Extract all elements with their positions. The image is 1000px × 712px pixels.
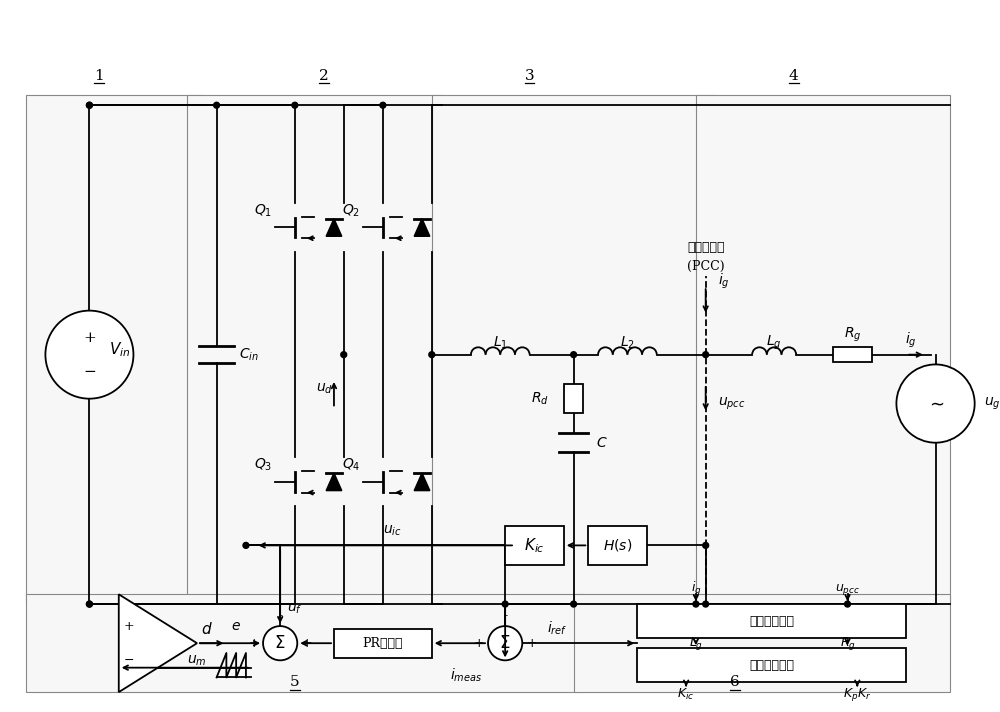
Polygon shape <box>326 219 342 236</box>
Text: 6: 6 <box>730 676 740 689</box>
Text: $L_g$: $L_g$ <box>766 333 782 352</box>
Text: $C$: $C$ <box>596 436 607 450</box>
Text: +: + <box>473 637 484 650</box>
Bar <box>26 595 583 692</box>
Circle shape <box>703 601 709 607</box>
Bar <box>588 526 647 565</box>
Text: $u_f$: $u_f$ <box>287 602 303 616</box>
Circle shape <box>86 103 92 108</box>
Bar <box>696 95 950 604</box>
Text: -: - <box>278 609 282 622</box>
Text: +: + <box>249 637 259 650</box>
Text: $u_g$: $u_g$ <box>984 395 1000 412</box>
Circle shape <box>243 543 249 548</box>
Bar <box>574 595 950 692</box>
Text: $R_g$: $R_g$ <box>840 634 855 651</box>
Circle shape <box>380 103 386 108</box>
Text: 1: 1 <box>94 69 104 83</box>
Text: 2: 2 <box>319 69 329 83</box>
Text: +: + <box>123 619 134 632</box>
Text: $K_{ic}$: $K_{ic}$ <box>524 536 545 555</box>
Text: 3: 3 <box>525 69 534 83</box>
Bar <box>334 629 432 658</box>
Text: $u_{ic}$: $u_{ic}$ <box>383 523 402 538</box>
Circle shape <box>292 103 298 108</box>
Text: $\sim$: $\sim$ <box>926 394 945 412</box>
Circle shape <box>86 601 92 607</box>
Circle shape <box>86 601 92 607</box>
Circle shape <box>703 543 709 548</box>
Text: $u_m$: $u_m$ <box>187 653 207 668</box>
Text: $i_g$: $i_g$ <box>718 272 730 291</box>
Bar <box>432 95 715 604</box>
Text: −: − <box>123 654 134 667</box>
Text: $H(s)$: $H(s)$ <box>603 538 632 553</box>
Text: $u_d$: $u_d$ <box>316 382 333 396</box>
Text: +: + <box>83 330 96 345</box>
Bar <box>564 384 583 414</box>
Circle shape <box>703 352 709 357</box>
Bar <box>26 95 202 604</box>
Text: $Q_4$: $Q_4$ <box>342 456 360 473</box>
Polygon shape <box>414 473 430 491</box>
Text: −: − <box>83 365 96 379</box>
Circle shape <box>429 352 435 357</box>
Text: $Q_1$: $Q_1$ <box>254 202 272 219</box>
Circle shape <box>896 365 975 443</box>
Text: $K_{ic}$: $K_{ic}$ <box>677 687 695 702</box>
Text: 4: 4 <box>789 69 799 83</box>
Bar <box>637 604 906 639</box>
Text: $L_2$: $L_2$ <box>620 334 635 350</box>
Circle shape <box>263 626 297 660</box>
Circle shape <box>214 103 220 108</box>
Circle shape <box>845 601 850 607</box>
Text: $V_{in}$: $V_{in}$ <box>109 340 130 359</box>
Text: $L_1$: $L_1$ <box>493 334 508 350</box>
Text: 公共接入点: 公共接入点 <box>687 241 724 253</box>
Text: 电网阻抗计算: 电网阻抗计算 <box>749 614 794 628</box>
Circle shape <box>86 103 92 108</box>
Text: +: + <box>526 637 537 650</box>
Text: $u_{pcc}$: $u_{pcc}$ <box>718 395 745 412</box>
Text: $d$: $d$ <box>201 621 213 637</box>
Text: $\Sigma$: $\Sigma$ <box>499 634 511 651</box>
Text: $\Sigma$: $\Sigma$ <box>274 634 286 651</box>
Polygon shape <box>326 473 342 491</box>
Text: $Q_3$: $Q_3$ <box>254 456 272 473</box>
Bar <box>505 526 564 565</box>
Text: $e$: $e$ <box>231 619 241 633</box>
Text: 5: 5 <box>290 676 300 689</box>
Bar <box>637 648 906 682</box>
Text: $u_{pcc}$: $u_{pcc}$ <box>835 582 860 597</box>
Circle shape <box>571 601 577 607</box>
Text: -: - <box>503 609 507 622</box>
Text: $C_{in}$: $C_{in}$ <box>239 347 258 363</box>
Text: $i_{meas}$: $i_{meas}$ <box>450 666 482 684</box>
Text: $i_{ref}$: $i_{ref}$ <box>547 620 567 637</box>
Circle shape <box>488 626 522 660</box>
Text: PR控制器: PR控制器 <box>363 637 403 650</box>
Polygon shape <box>119 595 197 692</box>
Text: $Q_2$: $Q_2$ <box>342 202 360 219</box>
Text: $i_g$: $i_g$ <box>905 330 917 350</box>
Circle shape <box>502 601 508 607</box>
Circle shape <box>341 352 347 357</box>
Text: $K_p K_r$: $K_p K_r$ <box>843 686 871 703</box>
Text: $L_g$: $L_g$ <box>689 634 703 651</box>
Bar <box>187 95 442 604</box>
Text: (PCC): (PCC) <box>687 260 724 273</box>
Text: $R_g$: $R_g$ <box>844 326 861 344</box>
Circle shape <box>571 352 577 357</box>
Circle shape <box>693 601 699 607</box>
Circle shape <box>45 310 133 399</box>
Text: +: + <box>301 637 312 650</box>
Text: $R_d$: $R_d$ <box>531 390 549 407</box>
Text: 控制参数选取: 控制参数选取 <box>749 659 794 671</box>
Text: $i_g$: $i_g$ <box>691 580 701 598</box>
Polygon shape <box>414 219 430 236</box>
Bar <box>833 347 872 362</box>
